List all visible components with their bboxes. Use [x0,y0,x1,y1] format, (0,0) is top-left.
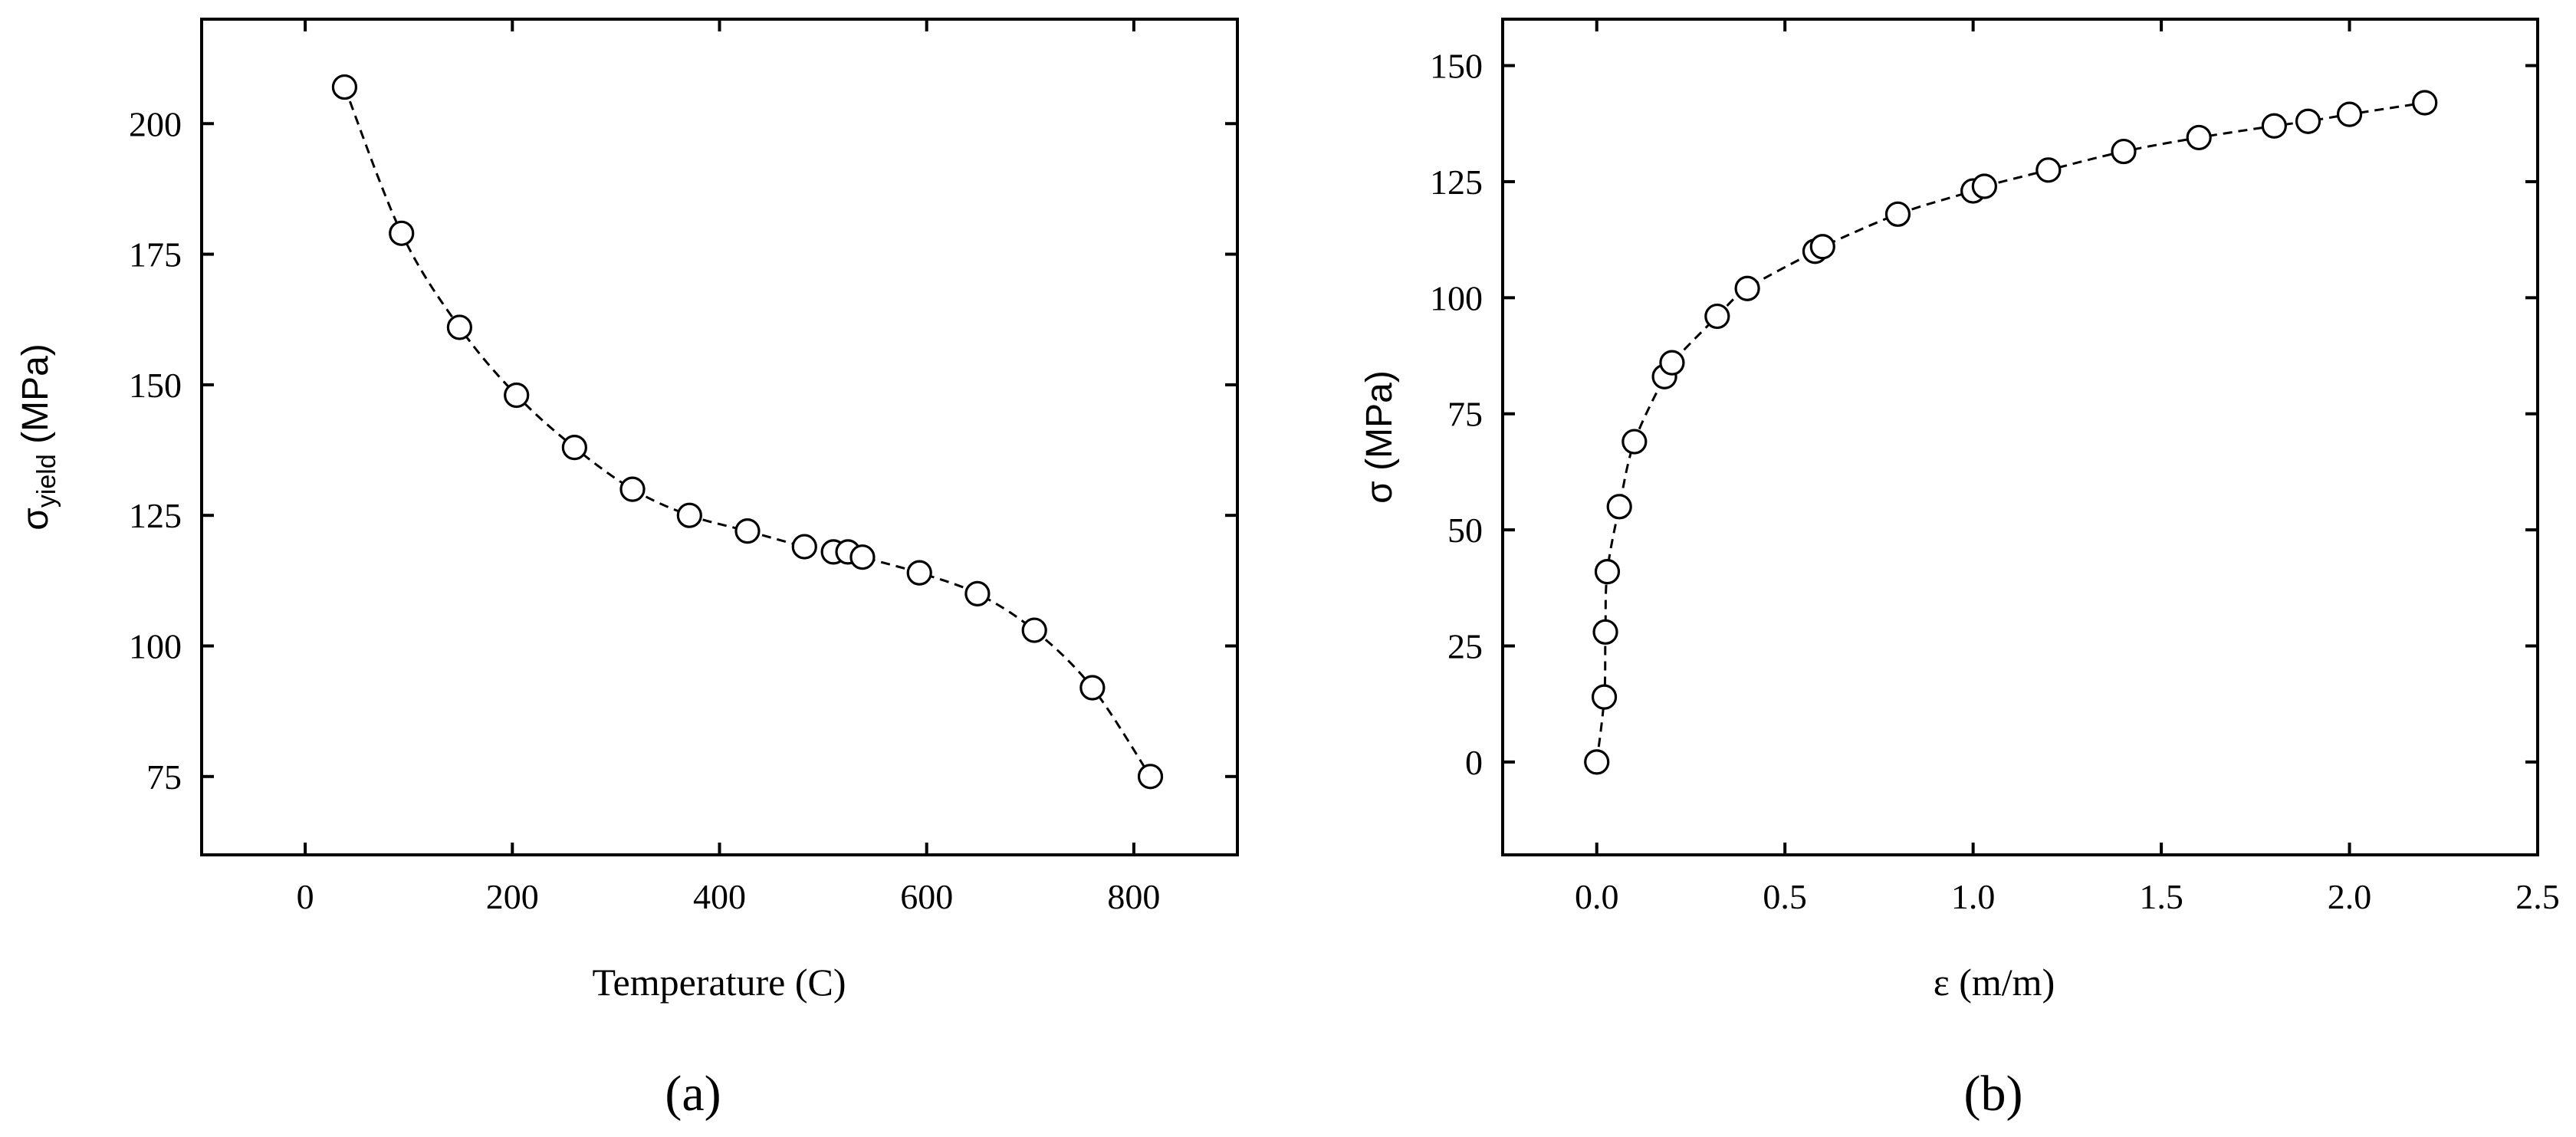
chart-a-data-point [446,314,472,340]
chart-b-data-point [1606,494,1632,520]
chart-b-data-point [1592,619,1618,645]
chart-b-data-point [1734,275,1760,301]
chart-a-data-point [331,74,358,100]
chart-b-y-tick-label: 50 [1447,511,1483,550]
chart-b-data-point [2295,108,2321,134]
chart-b-x-tick-label: 1.5 [2139,877,2183,916]
chart-a-frame [200,18,1239,856]
chart-a-x-tick-label: 600 [900,877,953,916]
chart-a-data-point [1021,617,1047,643]
chart-a-data-point [561,435,587,461]
chart-a-data-point [964,580,991,606]
chart-b-y-axis-label: σ (MPa) [1359,370,1400,504]
chart-b-data-point [1809,234,1835,260]
chart-a-y-tick-label: 150 [129,366,182,405]
chart-b-y-tick-label: 0 [1465,743,1483,782]
chart-b-data-point [1622,429,1648,455]
chart-a-x-ticks: 0 200 400 600 800 [297,19,1160,916]
chart-b-data-point [1594,559,1621,585]
chart-b-x-axis-label: ε (m/m) [1934,961,2055,1004]
chart-a-panel-label: (a) [665,1066,721,1122]
chart-b-y-ticks: 0 25 50 75 100 125 150 [1430,47,2538,782]
chart-b-data-point [2336,101,2363,127]
chart-a-data-point [1137,764,1164,790]
chart-a-y-tick-label: 125 [129,496,182,535]
chart-b-panel-label: (b) [1964,1066,2023,1122]
chart-a-marks [331,74,1164,790]
chart-b-data-point [2036,157,2062,183]
chart-b-y-tick-label: 100 [1430,278,1483,317]
chart-b-data-point [2186,124,2212,151]
chart-a-x-tick-label: 800 [1107,877,1160,916]
chart-b-x-tick-label: 0.5 [1763,877,1807,916]
chart-a-data-point [734,518,761,544]
chart-b-data-point [1591,684,1618,710]
chart-a-data-point [849,544,876,570]
chart-b-data-point [1971,173,1997,199]
chart-b-x-tick-label: 0.0 [1575,877,1619,916]
chart-a-data-point [791,534,817,560]
chart-b-y-tick-label: 25 [1447,627,1483,666]
chart-b: 0.0 0.5 1.0 1.5 2.0 2.5 0 25 50 75 100 125 150 ε (m… [1359,18,2560,1122]
chart-b-y-tick-label: 150 [1430,47,1483,86]
chart-a-x-tick-label: 200 [486,877,539,916]
chart-a-y-ticks: 75 100 125 150 175 200 [129,104,1237,797]
chart-b-data-point [1884,201,1911,227]
chart-a-data-point [619,476,646,502]
chart-a: 0 200 400 600 800 75 100 125 150 175 200 Temperat… [15,18,1239,1122]
chart-b-x-tick-label: 2.0 [2328,877,2372,916]
chart-a-data-point [1079,675,1106,701]
chart-a-y-axis-unit: (MPa) [15,343,56,454]
chart-a-y-axis-label: σyield (MPa) [15,343,61,531]
chart-b-data-point [1659,350,1685,376]
chart-a-y-tick-label: 200 [129,104,182,143]
chart-a-y-axis-subscript: yield [32,454,61,508]
chart-a-y-tick-label: 75 [146,757,182,797]
chart-b-y-tick-label: 125 [1430,163,1483,202]
chart-a-data-point [676,502,702,528]
chart-b-data-point [2412,90,2438,116]
chart-b-x-tick-label: 2.5 [2515,877,2560,916]
chart-a-data-point [504,382,530,409]
chart-a-x-axis-label: Temperature (C) [592,961,846,1004]
chart-b-y-tick-label: 75 [1447,395,1483,434]
chart-b-x-ticks: 0.0 0.5 1.0 1.5 2.0 2.5 [1575,19,2560,916]
chart-a-y-tick-label: 100 [129,627,182,666]
chart-b-data-point [1584,749,1610,775]
chart-a-series-line [343,87,1152,777]
chart-b-series-line [1595,101,2425,763]
chart-a-x-tick-label: 0 [297,877,314,916]
chart-b-data-point [2261,113,2287,139]
chart-a-x-tick-label: 400 [693,877,746,916]
chart-a-data-point [389,220,415,246]
chart-b-data-point [1704,303,1730,330]
chart-b-frame [1501,18,2539,856]
chart-a-y-axis-symbol: σ [15,508,56,531]
chart-b-x-tick-label: 1.0 [1951,877,1996,916]
chart-a-data-point [906,560,932,586]
chart-b-data-point [2111,138,2137,165]
chart-a-y-tick-label: 175 [129,235,182,274]
chart-b-marks [1584,90,2438,775]
